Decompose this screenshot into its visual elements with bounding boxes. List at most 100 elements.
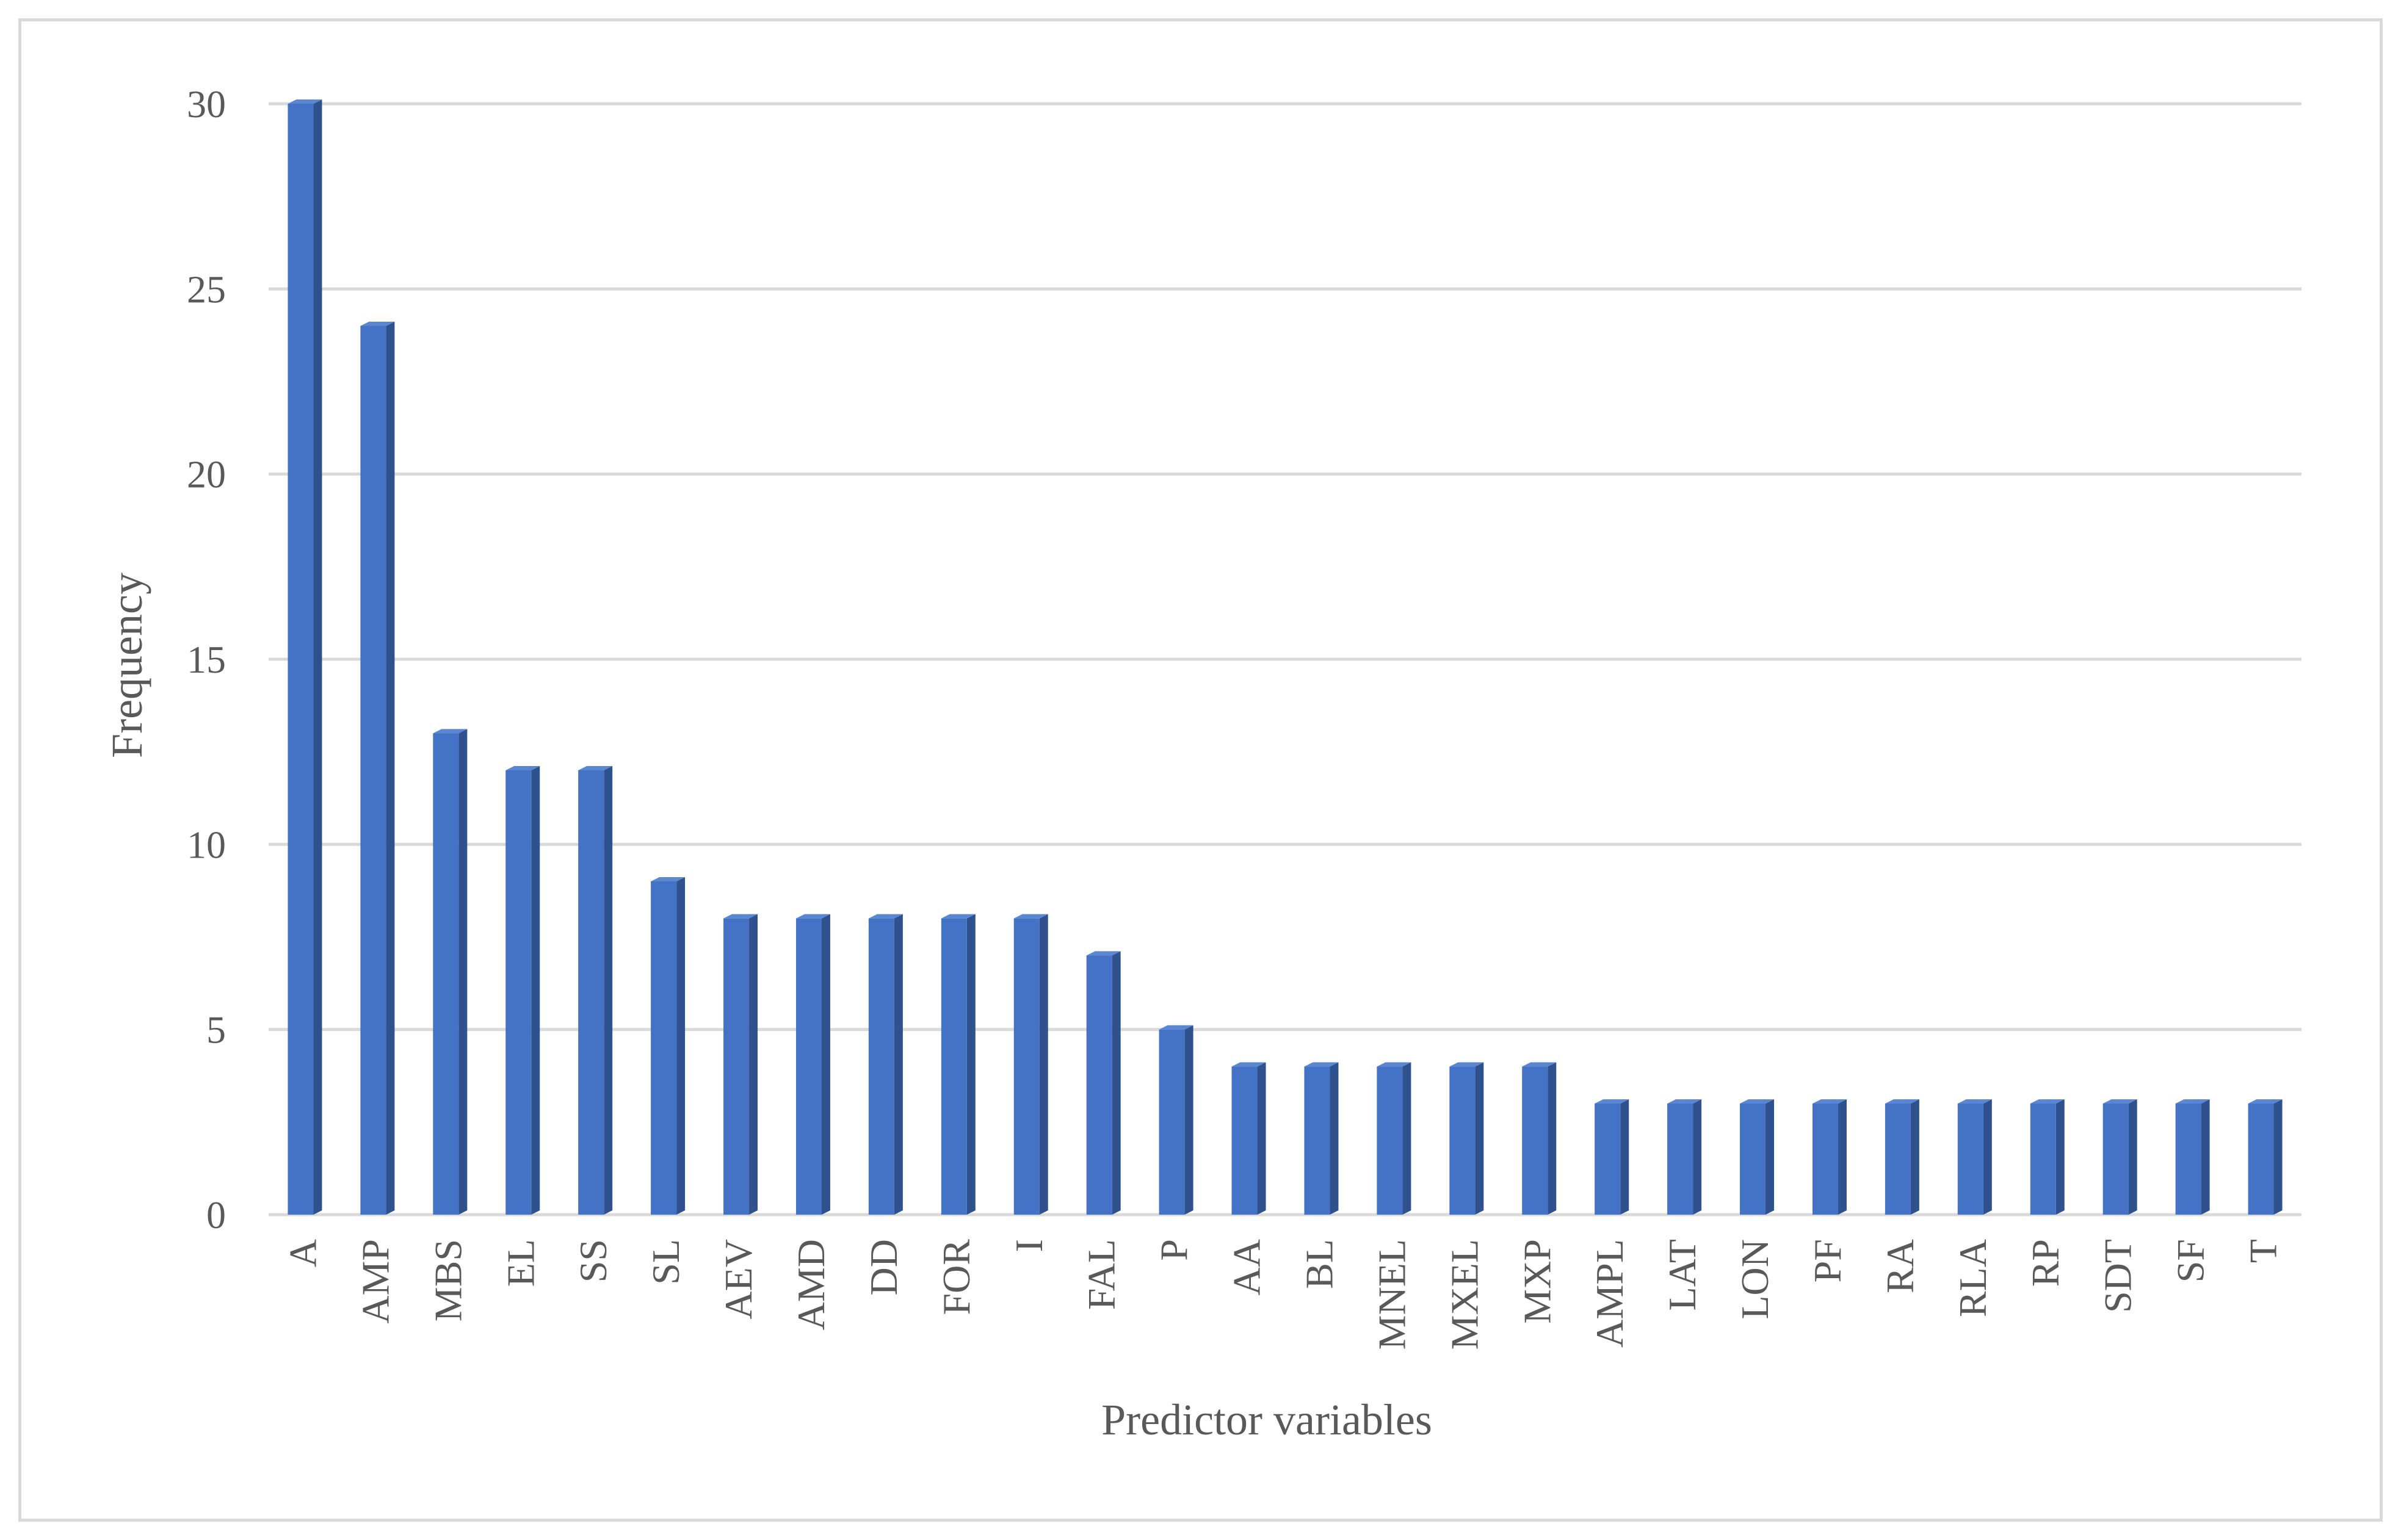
x-tick-label: FAL (1080, 1239, 1123, 1310)
bar-sdt (2102, 1099, 2137, 1215)
bar-pf (1812, 1099, 1847, 1215)
bar-top (1159, 1025, 1193, 1030)
x-tick-label: AMP (353, 1239, 397, 1324)
y-axis-title: Frequency (103, 573, 151, 758)
bar-top (1957, 1099, 1992, 1104)
bar-side (1475, 1062, 1484, 1215)
bar-aa (1231, 1062, 1266, 1215)
bar-sl (651, 877, 686, 1215)
bar-top (651, 877, 686, 881)
y-tick-label: 5 (206, 1008, 226, 1052)
bar-amp (360, 322, 395, 1215)
bar-front (2175, 1104, 2201, 1215)
y-tick-label: 15 (187, 638, 226, 681)
x-tick-label: AMD (789, 1239, 833, 1330)
bar-mxp (1522, 1062, 1557, 1215)
bar-top (360, 322, 395, 326)
x-tick-label: BL (1297, 1239, 1341, 1289)
bar-top (868, 914, 903, 919)
bar-side (458, 729, 468, 1215)
bar-top (578, 766, 613, 770)
bar-ampl (1595, 1099, 1629, 1215)
bar-front (433, 733, 459, 1215)
x-axis-ticks: A AMP MBS EL SS SL AEV AMD DD FOR I FAL P AA BL MNEL MXE… (281, 1239, 2284, 1350)
bar-front (2248, 1104, 2274, 1215)
bar-top (2175, 1099, 2210, 1104)
bar-side (313, 99, 322, 1215)
bar-t (2248, 1099, 2283, 1215)
bar-front (1595, 1104, 1621, 1215)
bar-p (1159, 1025, 1193, 1215)
bar-front (1522, 1066, 1548, 1215)
bar-front (795, 918, 822, 1215)
bar-side (1184, 1025, 1193, 1215)
bar-front (288, 104, 314, 1215)
bar-front (1304, 1066, 1330, 1215)
bar-i (1013, 914, 1048, 1215)
bar-front (1885, 1104, 1911, 1215)
bar-side (1620, 1099, 1629, 1215)
bar-top (1231, 1062, 1266, 1067)
x-tick-label: LON (1733, 1239, 1776, 1320)
x-tick-label: LAT (1660, 1239, 1704, 1310)
bar-top (723, 914, 758, 919)
bar-side (894, 914, 903, 1215)
chart-frame (18, 18, 2383, 1522)
bar-mxel (1449, 1062, 1484, 1215)
x-tick-label: DD (862, 1239, 905, 1295)
bar-lon (1740, 1099, 1775, 1215)
bar-side (2273, 1099, 2283, 1215)
bar-mnel (1377, 1062, 1411, 1215)
bar-top (941, 914, 976, 919)
x-tick-label: PF (1806, 1239, 1849, 1282)
x-tick-label: RP (2024, 1239, 2067, 1287)
bar-top (1522, 1062, 1557, 1067)
x-tick-label: I (1007, 1239, 1051, 1252)
x-tick-label: EL (499, 1239, 542, 1287)
y-axis-ticks: 0 5 10 15 20 25 30 (187, 82, 226, 1237)
bar-top (1595, 1099, 1629, 1104)
x-tick-label: AMPL (1588, 1239, 1631, 1348)
bar-mbs (433, 729, 468, 1215)
bar-ss (578, 766, 613, 1215)
bar-front (2030, 1104, 2056, 1215)
bar-side (531, 766, 540, 1215)
bar-top (1740, 1099, 1775, 1104)
bar-side (966, 914, 976, 1215)
bar-front (1740, 1104, 1766, 1215)
bar-side (1838, 1099, 1847, 1215)
bar-front (1377, 1066, 1403, 1215)
x-tick-label: FOR (935, 1239, 978, 1315)
x-tick-label: MXEL (1443, 1239, 1486, 1350)
bar-fal (1086, 951, 1121, 1215)
bar-rla (1957, 1099, 1992, 1215)
bar-rp (2030, 1099, 2065, 1215)
bar-top (505, 766, 540, 770)
bar-side (1548, 1062, 1557, 1215)
bar-for (941, 914, 976, 1215)
bar-side (1330, 1062, 1339, 1215)
x-tick-label: P (1153, 1239, 1196, 1261)
bar-front (723, 918, 750, 1215)
x-tick-label: A (281, 1239, 324, 1267)
x-tick-label: SDT (2096, 1239, 2140, 1313)
x-tick-label: MBS (426, 1239, 469, 1321)
bar-amd (795, 914, 830, 1215)
bar-side (1112, 951, 1121, 1215)
bar-top (2102, 1099, 2137, 1104)
bar-dd (868, 914, 903, 1215)
bar-front (1812, 1104, 1838, 1215)
bar-front (1159, 1029, 1185, 1215)
y-tick-label: 25 (187, 267, 226, 311)
bar-top (1304, 1062, 1339, 1067)
bars (288, 99, 2283, 1215)
bar-side (676, 877, 686, 1215)
bar-top (2030, 1099, 2065, 1104)
x-tick-label: RLA (1951, 1239, 1994, 1317)
bar-side (1910, 1099, 1919, 1215)
bar-side (1402, 1062, 1411, 1215)
bar-lat (1667, 1099, 1702, 1215)
bar-front (360, 326, 386, 1215)
bar-a (288, 99, 322, 1215)
x-tick-label: MXP (1515, 1239, 1559, 1324)
